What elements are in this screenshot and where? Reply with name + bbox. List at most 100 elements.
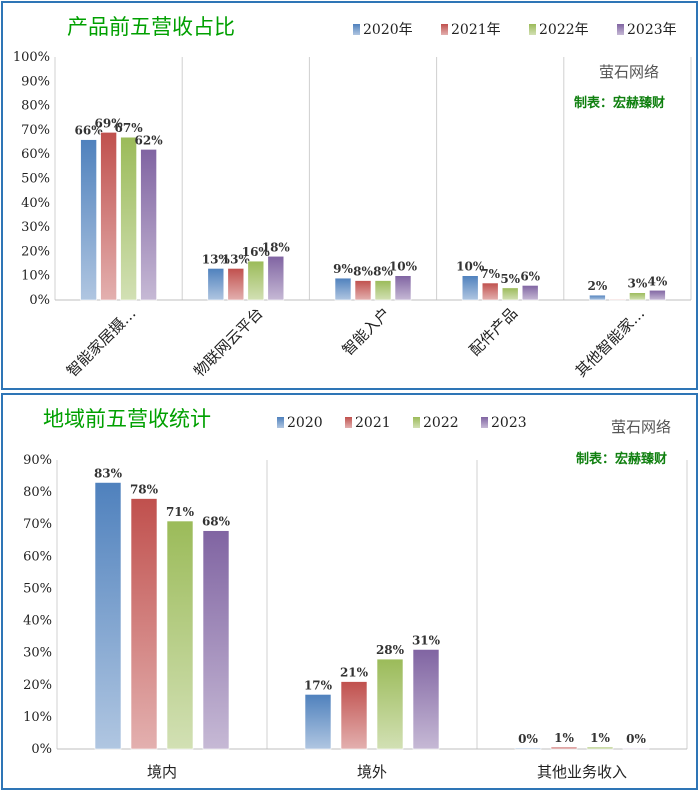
data-label: 3% [628,277,648,291]
x-category-label: 其他业务收入 [537,763,627,781]
data-label: 10% [389,260,418,274]
y-tick-label: 30% [23,646,52,661]
x-category-label: 境内 [147,763,177,781]
data-label: 0% [518,732,538,746]
bar [586,746,614,750]
data-label: 67% [115,121,144,135]
data-label: 68% [202,515,231,529]
y-tick-label: 100% [13,50,50,65]
y-tick-label: 80% [23,485,52,500]
legend-swatch [529,24,536,35]
bar [140,149,157,301]
y-tick-label: 0% [29,293,50,308]
x-category-label: 物联网云平台 [190,304,266,380]
product-revenue-chart-panel: 产品前五营收占比 2020年 2021年 2022年 2023年 0% 10% 20% 30% 4… [1,1,698,390]
legend-swatch [277,417,284,428]
legend-label: 2022 [423,415,459,431]
y-tick-label: 40% [21,196,50,211]
bar [374,280,392,301]
bar [247,260,265,301]
data-label: 4% [648,274,668,288]
bar [120,136,137,301]
y-tick-label: 60% [21,147,50,162]
y-tick-label: 90% [23,453,52,468]
x-category-label: 境外 [357,763,387,781]
legend-label: 2021年 [451,22,501,38]
bar [589,294,606,301]
y-tick-label: 20% [23,678,52,693]
data-label: 21% [340,666,369,680]
legend-label: 2023年 [627,22,677,38]
bar [521,285,539,301]
bar [481,282,499,301]
bar [100,132,117,301]
data-label: 2% [588,279,608,293]
legend-swatch [413,417,420,428]
bar [304,694,332,750]
bar [394,275,412,301]
data-label: 31% [412,633,441,647]
bar [166,520,194,750]
bar [130,498,158,750]
data-label: 1% [590,731,610,745]
y-tick-label: 50% [21,172,50,187]
bar [622,747,650,750]
bar [461,275,479,301]
product-revenue-chart: 产品前五营收占比 2020年 2021年 2022年 2023年 0% 10% 20% 30% 4… [13,15,692,380]
data-label: 0% [626,732,646,746]
data-label: 7% [480,267,500,281]
x-category-label: 配件产品 [466,304,521,359]
y-tick-label: 20% [21,244,50,259]
data-label: 13% [202,252,231,266]
bar [550,746,578,750]
data-label: 13% [222,252,251,266]
bar [202,530,230,750]
chart-title: 地域前五营收统计 [43,407,211,431]
bar [267,255,285,301]
watermark-text: 萤石网络 [599,63,659,81]
bar [227,268,245,301]
data-label: 8% [353,265,373,279]
bar [412,649,440,750]
bar [334,277,352,301]
bar [207,268,225,301]
y-tick-label: 70% [21,123,50,138]
y-tick-label: 40% [23,614,52,629]
data-label: 28% [376,643,405,657]
legend-label: 2020年 [363,22,413,38]
y-tick-label: 90% [21,74,50,89]
data-label: 8% [373,265,393,279]
legend-label: 2020 [287,415,323,431]
legend-swatch [441,24,448,35]
x-category-label: 智能家居摄… [63,304,139,380]
data-label: 83% [94,466,123,480]
bar [376,658,404,750]
legend-label: 2022年 [539,22,589,38]
credit-text: 制表：宏赫臻财 [574,95,665,111]
data-label: 5% [500,272,520,286]
region-revenue-chart: 地域前五营收统计 2020 2021 2022 2023 0% 10% 20% 30% 40% 50… [23,407,688,781]
bar [609,298,626,301]
y-tick-label: 30% [21,220,50,235]
data-label: 9% [333,262,353,276]
bar [514,747,542,750]
watermark-text: 萤石网络 [611,418,671,436]
x-category-label: 其他智能家… [572,304,648,380]
y-tick-label: 0% [31,742,52,757]
bar [649,289,666,301]
data-label: 69% [95,116,124,130]
data-label: 6% [520,269,540,283]
bar [354,280,372,301]
region-revenue-chart-panel: 地域前五营收统计 2020 2021 2022 2023 0% 10% 20% 30% 40% 50… [1,393,698,790]
bar [94,482,122,750]
data-label: 1% [554,731,574,745]
credit-text: 制表：宏赫臻财 [576,451,667,467]
data-label: 66% [75,124,104,138]
bar [629,292,646,301]
data-label: 71% [166,505,195,519]
legend-swatch [481,417,488,428]
bar [501,287,519,301]
legend-label: 2023 [491,415,527,431]
y-tick-label: 10% [21,269,50,284]
legend-swatch [353,24,360,35]
